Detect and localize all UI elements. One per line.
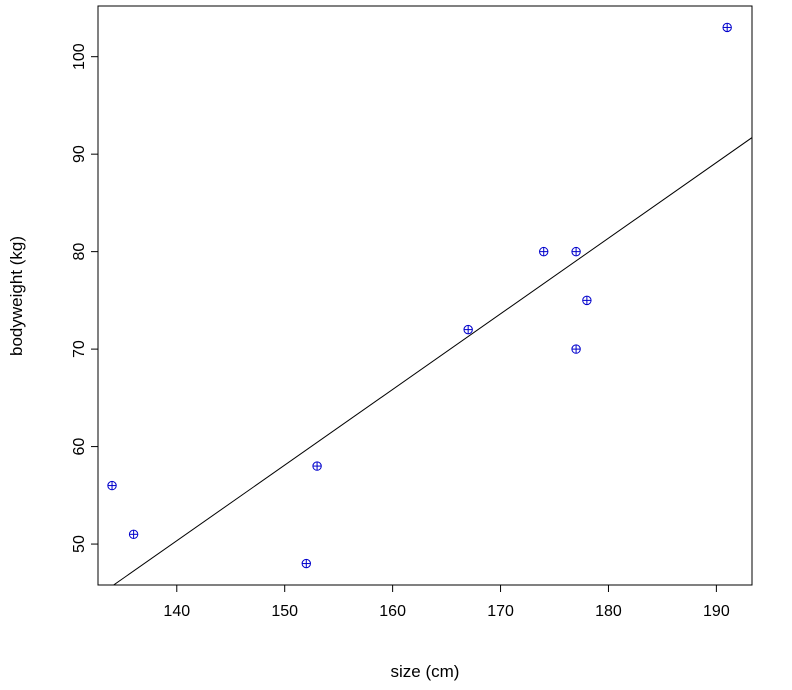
plot-frame bbox=[97, 5, 753, 586]
y-tick-label: 90 bbox=[71, 145, 88, 163]
y-axis-title: bodyweight (kg) bbox=[7, 236, 26, 356]
data-point bbox=[128, 529, 139, 540]
data-point bbox=[722, 22, 732, 33]
data-point bbox=[107, 480, 117, 491]
y-tick-label: 50 bbox=[71, 535, 88, 553]
data-point bbox=[571, 344, 581, 354]
y-tick-label: 60 bbox=[71, 438, 88, 456]
x-tick-label: 140 bbox=[163, 603, 190, 620]
x-axis-title: size (cm) bbox=[391, 662, 460, 681]
y-axis: 50 60 70 80 90 100 bbox=[71, 43, 99, 553]
data-point bbox=[582, 295, 592, 306]
data-point bbox=[571, 246, 581, 257]
x-tick-label: 170 bbox=[487, 603, 514, 620]
plot-area bbox=[107, 22, 752, 585]
x-axis: 140 150 160 170 180 190 bbox=[163, 584, 730, 620]
y-tick-label: 70 bbox=[71, 340, 88, 358]
x-tick-label: 150 bbox=[271, 603, 298, 620]
regression-line bbox=[112, 137, 752, 585]
data-point bbox=[301, 558, 311, 569]
x-tick-label: 190 bbox=[703, 603, 730, 620]
x-tick-label: 160 bbox=[379, 603, 406, 620]
y-tick-label: 100 bbox=[71, 43, 88, 70]
data-point bbox=[312, 461, 322, 471]
data-point bbox=[463, 324, 473, 335]
x-tick-label: 180 bbox=[595, 603, 622, 620]
y-tick-label: 80 bbox=[71, 243, 88, 261]
data-point bbox=[539, 246, 549, 257]
